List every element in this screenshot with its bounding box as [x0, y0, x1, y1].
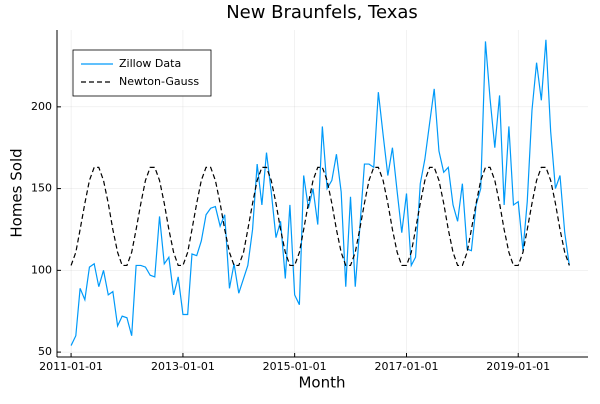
y-tick-label: 200	[31, 100, 52, 113]
legend-label: Zillow Data	[119, 57, 181, 70]
legend-box	[72, 49, 212, 97]
legend: Zillow Data Newton-Gauss	[72, 49, 212, 97]
x-tick-label: 2011-01-01	[39, 360, 103, 373]
x-tick-label: 2019-01-01	[486, 360, 550, 373]
x-axis-title: Month	[298, 374, 345, 392]
data-line	[70, 166, 570, 267]
y-tick-label: 150	[31, 182, 52, 195]
y-tick-label: 100	[31, 263, 52, 276]
chart-title: New Braunfels, Texas	[226, 2, 418, 23]
y-axis-title: Homes Sold	[8, 148, 26, 237]
x-tick-label: 2017-01-01	[375, 360, 439, 373]
x-tick-label: 2015-01-01	[263, 360, 327, 373]
data-line	[70, 39, 570, 346]
y-tick-label: 50	[38, 345, 52, 358]
legend-label: Newton-Gauss	[119, 75, 199, 88]
x-tick-label: 2013-01-01	[151, 360, 215, 373]
